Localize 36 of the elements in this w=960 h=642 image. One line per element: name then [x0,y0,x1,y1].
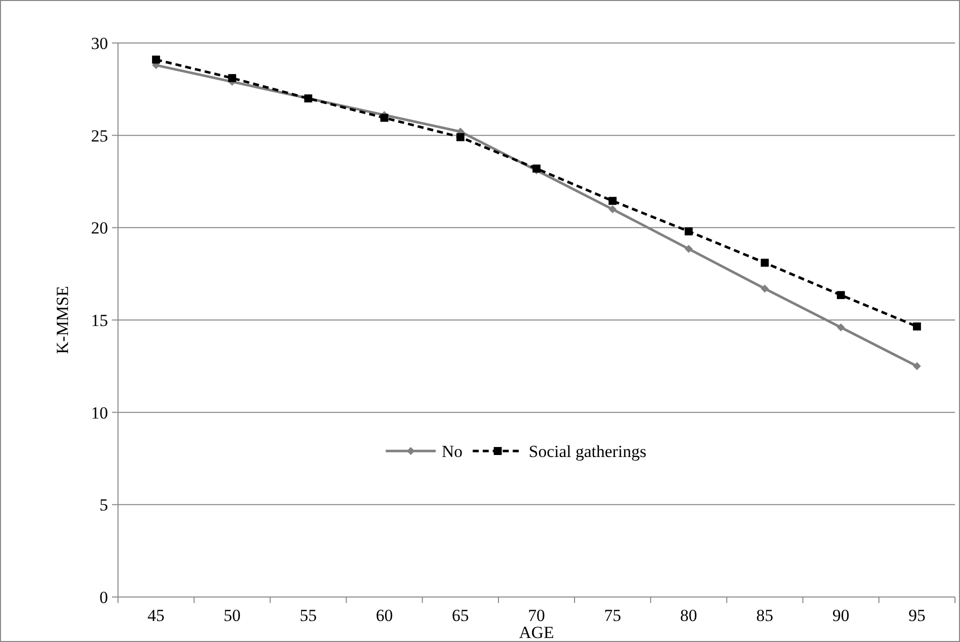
legend-label: No [442,442,463,461]
y-tick-label: 0 [100,588,108,607]
x-tick-label: 90 [832,606,850,625]
point [760,284,769,293]
x-tick-label: 50 [224,606,241,625]
point [380,114,388,122]
point [912,322,921,330]
point [608,205,617,214]
y-axis-title: K-MMSE [53,286,72,354]
point [836,291,845,300]
y-tick-label: 15 [91,310,108,330]
x-tick-label: 80 [680,606,698,625]
y-tick-label: 20 [91,218,108,238]
point [912,362,921,370]
point [228,74,236,82]
x-tick-label: 70 [528,606,545,625]
x-tick-label: 85 [756,606,774,625]
point [456,133,464,142]
point [760,258,769,267]
y-tick-label: 10 [91,403,108,422]
y-tick-label: 30 [91,34,108,53]
x-tick-label: 55 [300,606,317,625]
x-tick-label: 65 [452,606,469,625]
point [684,244,693,253]
point [684,227,693,236]
x-tick-label: 75 [604,606,622,625]
x-tick-label: 60 [376,606,393,625]
x-axis-title: AGE [519,623,554,642]
y-tick-label: 5 [100,496,108,515]
y-tick-label: 25 [91,126,108,146]
point [152,56,160,64]
point [608,196,617,205]
point [836,323,845,332]
x-tick-label: 95 [908,606,926,625]
x-tick-label: 45 [148,606,165,625]
legend-label: Social gatherings [528,442,646,461]
